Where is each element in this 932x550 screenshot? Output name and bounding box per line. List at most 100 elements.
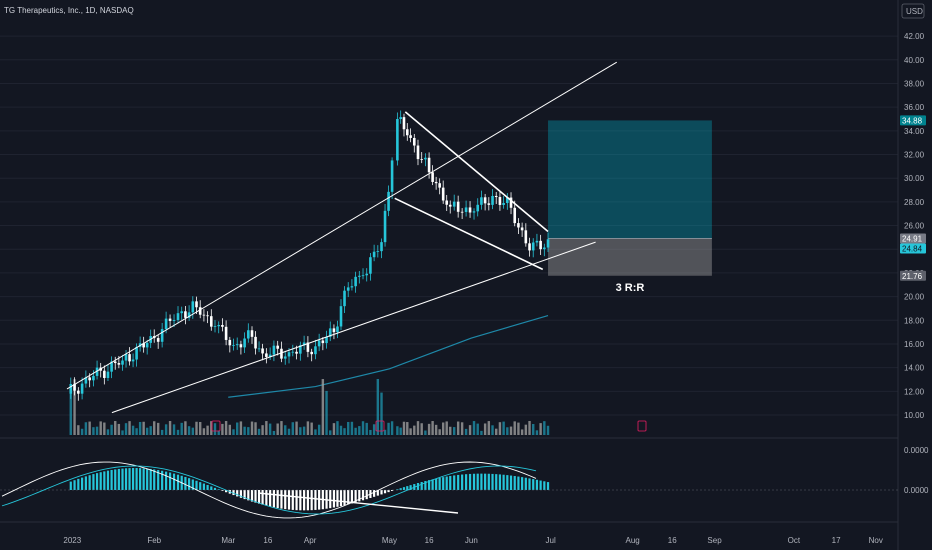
histogram-bar	[172, 473, 176, 490]
candle-body	[354, 276, 357, 287]
volume-bar	[483, 423, 487, 435]
volume-bar	[528, 421, 531, 435]
volume-bar	[376, 379, 380, 435]
y-tick-label: 32.00	[904, 151, 925, 160]
histogram-bar	[99, 472, 102, 490]
histogram-bar	[124, 468, 128, 490]
candle-body	[343, 290, 346, 307]
histogram-bar	[142, 468, 145, 490]
oscillator-pane	[0, 461, 898, 519]
histogram-bar	[168, 472, 172, 490]
candle-body	[513, 207, 517, 224]
histogram-bar	[373, 490, 376, 497]
y-tick-label: 42.00	[904, 32, 925, 41]
histogram-bar	[343, 490, 346, 506]
candle-body	[346, 287, 350, 291]
histogram-bar	[517, 476, 520, 490]
candle-body	[191, 301, 195, 313]
histogram-bar	[535, 479, 539, 490]
histogram-bar	[306, 490, 309, 511]
volume-bar	[506, 427, 509, 435]
histogram-bar	[543, 481, 546, 490]
candle-body	[506, 197, 509, 204]
volume-bar	[135, 428, 138, 435]
histogram-bar	[435, 478, 438, 490]
histogram-bar	[358, 490, 361, 502]
volume-bar	[210, 421, 213, 435]
volume-bar	[176, 429, 180, 435]
histogram-bar	[387, 490, 390, 493]
histogram-bar	[287, 490, 291, 510]
x-tick-label: Oct	[788, 536, 801, 545]
volume-bar	[396, 426, 399, 435]
candle-body	[217, 324, 221, 327]
volume-bar	[236, 422, 239, 435]
histogram-bar	[73, 480, 76, 490]
candle-body	[535, 240, 539, 243]
histogram-bar	[272, 490, 276, 508]
volume-bar	[250, 421, 254, 435]
ticker-title: TG Therapeutics, Inc., 1D, NASDAQ	[4, 6, 134, 15]
volume-bar	[310, 422, 313, 435]
volume-bar	[276, 423, 279, 435]
candle-body	[376, 251, 380, 252]
volume-bar	[95, 426, 99, 435]
candle-body	[268, 354, 272, 357]
candle-body	[110, 361, 113, 372]
histogram-bar	[402, 487, 406, 490]
volume-bar	[441, 422, 445, 435]
grid	[0, 0, 899, 550]
candle-body	[464, 207, 468, 212]
candle-body	[339, 306, 343, 327]
candle-body	[131, 359, 135, 362]
volume-bar	[128, 421, 131, 435]
y-tick-label: 16.00	[904, 340, 925, 349]
candle-body	[427, 157, 431, 173]
candle-body	[283, 356, 287, 359]
y-tick-label: 10.00	[904, 411, 925, 420]
candle-body	[261, 348, 264, 354]
candle-body	[180, 311, 184, 314]
volume-bar	[88, 421, 91, 435]
y-tick-label: 34.00	[904, 127, 925, 136]
candle-body	[228, 339, 232, 346]
y-tick-label: 30.00	[904, 174, 925, 183]
histogram-bar	[336, 490, 339, 507]
volume-bar	[73, 379, 76, 435]
volume-bar	[495, 428, 498, 435]
candle-body	[441, 187, 445, 201]
histogram-bar	[347, 490, 350, 505]
histogram-bar	[247, 490, 250, 501]
candle-body	[412, 137, 416, 146]
histogram-bar	[176, 474, 180, 490]
candle-body	[95, 367, 99, 376]
histogram-bar	[480, 473, 483, 490]
candle-body	[365, 273, 369, 276]
histogram-bar	[92, 474, 95, 490]
volume-bar	[472, 421, 476, 435]
volume-bar	[513, 421, 516, 435]
histogram-bar	[506, 475, 509, 490]
histogram-bar	[468, 473, 472, 490]
candle-body	[509, 197, 513, 208]
histogram-bar	[243, 490, 246, 500]
entry-price-tag-bg	[900, 233, 926, 244]
candle-body	[405, 129, 409, 136]
candle-body	[280, 348, 283, 359]
y-tick-label: 38.00	[904, 79, 925, 88]
volume-bar	[372, 424, 376, 435]
volume-bar	[191, 427, 195, 435]
candle-body	[124, 354, 128, 361]
volume-bar	[354, 427, 357, 435]
volume-bar	[114, 421, 117, 435]
histogram-bar	[310, 490, 313, 511]
histogram-bar	[257, 490, 261, 504]
volume-bar	[117, 423, 121, 435]
histogram-bar	[269, 490, 272, 507]
volume-bar	[103, 422, 106, 435]
candle-body	[531, 242, 535, 251]
histogram-bar	[199, 482, 202, 490]
x-tick-label: 16	[263, 536, 272, 545]
